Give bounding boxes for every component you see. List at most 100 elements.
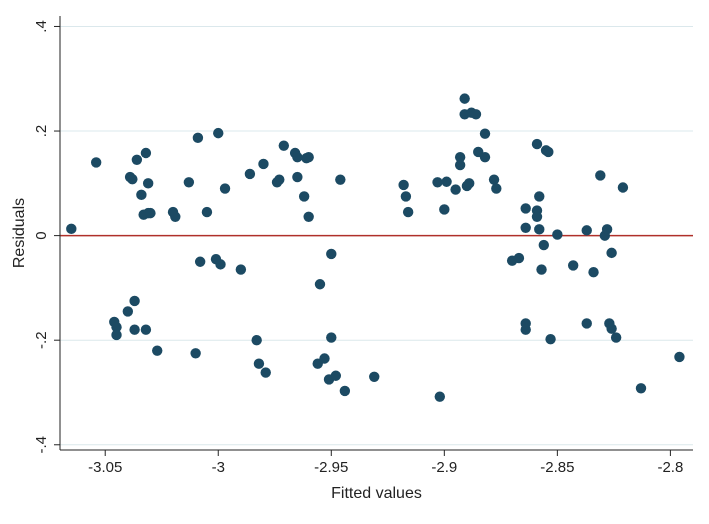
scatter-point xyxy=(454,159,466,171)
scatter-point xyxy=(314,279,326,290)
scatter-point xyxy=(303,151,314,163)
scatter-point xyxy=(131,154,143,165)
scatter-point xyxy=(479,151,491,163)
x-tick-label: -2.85 xyxy=(540,459,574,476)
scatter-point xyxy=(439,204,450,215)
scatter-point xyxy=(326,332,337,343)
x-axis-label: Fitted values xyxy=(331,485,422,502)
scatter-point xyxy=(581,318,592,329)
scatter-point xyxy=(567,260,579,271)
scatter-point xyxy=(140,147,152,159)
scatter-point xyxy=(213,127,224,139)
scatter-point xyxy=(140,324,152,335)
scatter-point xyxy=(601,224,613,235)
scatter-point xyxy=(402,206,414,218)
scatter-point xyxy=(152,345,163,356)
scatter-point xyxy=(491,183,502,194)
scatter-point xyxy=(292,171,303,183)
x-tick-label: -3.05 xyxy=(88,459,122,476)
scatter-point xyxy=(136,189,147,201)
scatter-point xyxy=(274,174,285,185)
scatter-point xyxy=(674,351,685,363)
scatter-point xyxy=(145,207,156,219)
scatter-point xyxy=(292,151,303,163)
x-tick-label: -2.95 xyxy=(314,459,348,476)
scatter-point xyxy=(303,211,314,222)
scatter-point xyxy=(520,203,531,214)
scatter-point xyxy=(215,259,226,270)
scatter-point xyxy=(543,146,554,158)
scatter-point xyxy=(319,353,330,364)
scatter-point xyxy=(258,158,269,170)
scatter-point xyxy=(552,229,563,240)
scatter-point xyxy=(90,157,102,168)
x-tick-label: -3 xyxy=(212,459,225,476)
scatter-point xyxy=(488,174,500,185)
scatter-point xyxy=(635,383,647,394)
scatter-point xyxy=(610,332,622,343)
scatter-point xyxy=(400,191,412,202)
scatter-point xyxy=(129,295,140,307)
x-tick-label: -2.9 xyxy=(431,459,457,476)
scatter-point xyxy=(127,173,138,185)
scatter-point xyxy=(581,225,592,236)
scatter-point xyxy=(441,176,452,187)
scatter-point xyxy=(192,132,204,144)
scatter-point xyxy=(111,329,122,341)
scatter-point xyxy=(251,334,262,346)
scatter-point xyxy=(538,239,549,251)
scatter-point xyxy=(339,385,351,397)
data-points xyxy=(66,93,685,402)
scatter-point xyxy=(531,211,543,222)
scatter-point xyxy=(111,321,122,333)
axes: -.4 -.2 0 .2 .4 -3.05 -3 -2.95 -2.9 -2.85 -2.8 xyxy=(33,16,693,476)
y-tick-label: -.2 xyxy=(33,331,50,349)
scatter-point xyxy=(190,348,201,359)
scatter-point xyxy=(335,174,346,185)
scatter-point xyxy=(534,191,545,202)
scatter-point xyxy=(194,256,206,267)
scatter-point xyxy=(450,184,461,195)
scatter-point xyxy=(260,367,271,378)
scatter-point xyxy=(459,93,470,104)
scatter-point xyxy=(617,182,629,193)
scatter-point xyxy=(244,168,256,180)
scatter-point xyxy=(326,248,337,260)
scatter-point xyxy=(183,177,195,188)
scatter-point xyxy=(235,264,247,275)
scatter-point xyxy=(531,138,543,150)
scatter-point xyxy=(298,191,310,202)
scatter-point xyxy=(520,324,531,335)
scatter-point xyxy=(536,264,547,275)
scatter-point xyxy=(122,306,134,317)
scatter-point xyxy=(278,140,290,151)
scatter-point xyxy=(463,178,475,189)
y-tick-label: 0 xyxy=(33,231,50,239)
scatter-point xyxy=(595,170,606,181)
x-tick-label: -2.8 xyxy=(657,459,683,476)
scatter-point xyxy=(201,206,213,218)
scatter-point xyxy=(513,252,525,264)
scatter-point xyxy=(330,370,342,381)
scatter-point xyxy=(170,211,181,222)
scatter-point xyxy=(588,267,599,278)
y-tick-label: .4 xyxy=(33,20,50,33)
scatter-point xyxy=(479,128,491,139)
scatter-point xyxy=(534,224,545,235)
scatter-point xyxy=(129,324,140,335)
scatter-point xyxy=(606,323,617,334)
scatter-point xyxy=(606,247,617,259)
scatter-point xyxy=(66,223,77,235)
scatter-point xyxy=(520,222,531,233)
y-tick-label: .2 xyxy=(33,125,50,138)
scatter-point xyxy=(432,177,443,188)
scatter-point xyxy=(253,358,265,369)
scatter-point xyxy=(398,179,409,191)
y-tick-label: -.4 xyxy=(33,436,50,454)
scatter-point xyxy=(470,109,482,120)
scatter-point xyxy=(219,183,231,194)
scatter-point xyxy=(454,151,466,163)
scatter-point xyxy=(142,178,154,189)
scatter-point xyxy=(369,371,380,382)
